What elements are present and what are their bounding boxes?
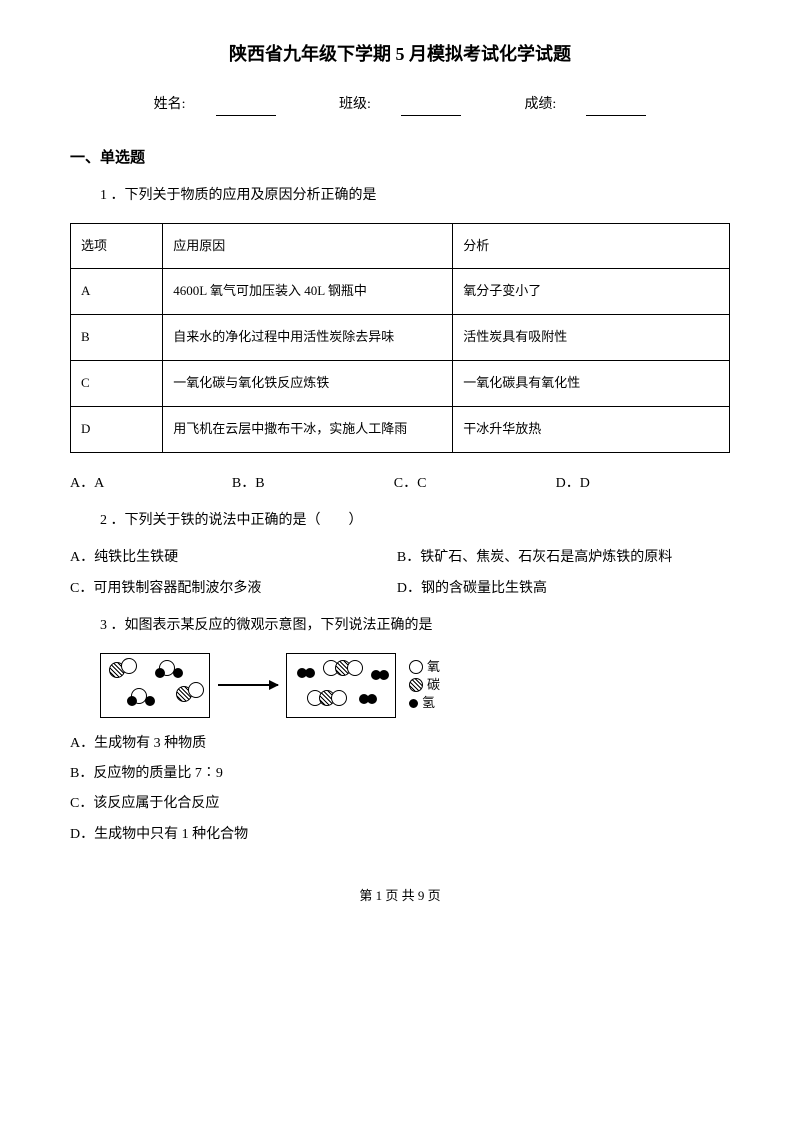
question-2-options-row2: C．可用铁制容器配制波尔多液 D．钢的含碳量比生铁高 [70,578,730,600]
table-row: A 4600L 氧气可加压装入 40L 钢瓶中 氧分子变小了 [71,269,730,315]
table-cell: D [71,406,163,452]
page-title: 陕西省九年级下学期 5 月模拟考试化学试题 [70,40,730,69]
option-a: A．A [70,473,228,495]
products-box [286,653,396,718]
table-cell: 活性炭具有吸附性 [453,315,730,361]
option-b: B．铁矿石、焦炭、石灰石是高炉炼铁的原料 [397,547,720,569]
option-a: A．生成物有 3 种物质 [70,733,730,755]
option-b: B．反应物的质量比 7∶9 [70,763,730,785]
table-row: 选项 应用原因 分析 [71,223,730,269]
table-cell: A [71,269,163,315]
table-cell: B [71,315,163,361]
question-1-table: 选项 应用原因 分析 A 4600L 氧气可加压装入 40L 钢瓶中 氧分子变小… [70,223,730,453]
legend-label: 碳 [427,676,440,694]
table-cell: 分析 [453,223,730,269]
oxygen-icon [409,660,423,674]
table-cell: 用飞机在云层中撒布干冰，实施人工降雨 [163,406,453,452]
option-d: D．钢的含碳量比生铁高 [397,578,720,600]
legend-label: 氢 [422,694,435,712]
legend-label: 氧 [427,658,440,676]
table-row: B 自来水的净化过程中用活性炭除去异味 活性炭具有吸附性 [71,315,730,361]
question-3-stem: 3 ．如图表示某反应的微观示意图，下列说法正确的是 [70,615,730,637]
table-cell: 4600L 氧气可加压装入 40L 钢瓶中 [163,269,453,315]
reaction-diagram: 氧 碳 氢 [100,653,730,718]
question-1-options: A．A B．B C．C D．D [70,473,730,495]
reactants-box [100,653,210,718]
table-cell: 一氧化碳具有氧化性 [453,360,730,406]
score-field: 成绩: [509,97,661,112]
hydrogen-icon [409,699,418,708]
class-field: 班级: [324,97,476,112]
table-cell: 氧分子变小了 [453,269,730,315]
option-d: D．D [556,473,714,495]
table-row: D 用飞机在云层中撒布干冰，实施人工降雨 干冰升华放热 [71,406,730,452]
info-row: 姓名: 班级: 成绩: [70,94,730,116]
option-c: C．可用铁制容器配制波尔多液 [70,578,393,600]
option-d: D．生成物中只有 1 种化合物 [70,824,730,846]
table-cell: 选项 [71,223,163,269]
table-cell: 一氧化碳与氧化铁反应炼铁 [163,360,453,406]
diagram-legend: 氧 碳 氢 [409,658,440,713]
table-cell: 自来水的净化过程中用活性炭除去异味 [163,315,453,361]
table-cell: 干冰升华放热 [453,406,730,452]
option-b: B．B [232,473,390,495]
table-cell: C [71,360,163,406]
option-c: C．C [394,473,552,495]
carbon-icon [409,678,423,692]
question-2-stem: 2 ．下列关于铁的说法中正确的是（ ） [70,510,730,532]
question-1-stem: 1 ．下列关于物质的应用及原因分析正确的是 [70,185,730,207]
question-2-options-row1: A．纯铁比生铁硬 B．铁矿石、焦炭、石灰石是高炉炼铁的原料 [70,547,730,569]
name-field: 姓名: [139,97,291,112]
option-c: C．该反应属于化合反应 [70,793,730,815]
page-footer: 第 1 页 共 9 页 [70,886,730,907]
table-row: C 一氧化碳与氧化铁反应炼铁 一氧化碳具有氧化性 [71,360,730,406]
table-cell: 应用原因 [163,223,453,269]
arrow-icon [218,684,278,686]
section-header: 一、单选题 [70,146,730,170]
option-a: A．纯铁比生铁硬 [70,547,393,569]
